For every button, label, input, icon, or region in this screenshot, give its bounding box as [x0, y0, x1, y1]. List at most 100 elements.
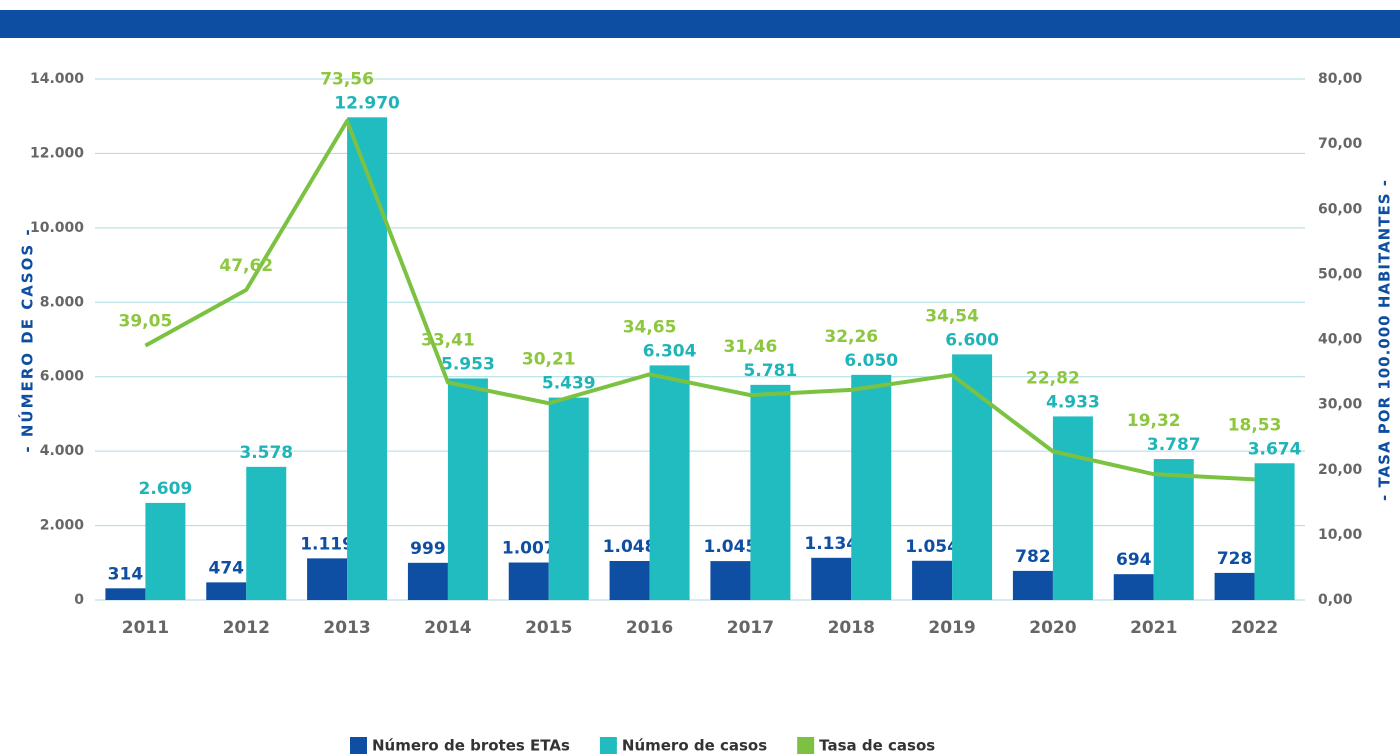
bar-value-label: 694 [1116, 550, 1152, 570]
bar [1153, 459, 1194, 600]
bar [447, 378, 488, 600]
bar [1214, 572, 1255, 600]
bar-value-label: 5.439 [542, 374, 596, 394]
line-value-label: 33,41 [421, 330, 475, 350]
y-axis-title: - NÚMERO DE CASOS - [18, 227, 37, 452]
line-value-label: 39,05 [119, 312, 173, 332]
bar-value-label: 5.953 [441, 354, 495, 374]
y2-tick-label: 50,00 [1318, 266, 1363, 282]
legend-swatch [797, 737, 815, 754]
bar [407, 562, 448, 600]
bar [145, 502, 186, 600]
bar [206, 582, 247, 600]
legend-label: Número de casos [622, 737, 767, 755]
legend-swatch [350, 737, 367, 754]
bar-value-label: 1.134 [804, 534, 858, 554]
bar-value-label: 12.970 [334, 93, 400, 113]
bar [851, 374, 892, 600]
x-tick-label: 2013 [323, 618, 370, 638]
bar-value-label: 4.933 [1046, 392, 1100, 412]
bar [347, 117, 388, 600]
y2-tick-label: 60,00 [1318, 201, 1363, 217]
line-value-label: 73,56 [320, 69, 374, 89]
y2-tick-label: 10,00 [1318, 527, 1363, 543]
line-value-label: 34,65 [623, 317, 677, 337]
line-value-label: 47,62 [219, 256, 273, 276]
x-tick-label: 2022 [1231, 618, 1278, 638]
line-value-label: 19,32 [1127, 411, 1181, 431]
legend-label: Número de brotes ETAs [372, 737, 570, 755]
x-tick-label: 2018 [828, 618, 875, 638]
y2-tick-label: 80,00 [1318, 71, 1363, 87]
bar [105, 588, 146, 600]
bar-value-label: 782 [1015, 547, 1051, 567]
x-tick-label: 2019 [928, 618, 975, 638]
bar [246, 466, 287, 600]
bar [1012, 570, 1053, 600]
bar-value-label: 1.054 [905, 537, 959, 557]
bar [710, 561, 751, 600]
bar-value-label: 2.609 [139, 479, 193, 499]
bar [952, 354, 993, 600]
y-tick-label: 4.000 [40, 443, 85, 459]
x-tick-label: 2012 [223, 618, 270, 638]
line-value-label: 18,53 [1228, 415, 1282, 435]
line-value-label: 32,26 [824, 327, 878, 347]
x-tick-label: 2020 [1029, 618, 1076, 638]
y-tick-label: 14.000 [30, 71, 84, 87]
y2-axis-title: - TASA POR 100.000 HABITANTES - [1376, 179, 1394, 501]
bar-value-label: 314 [108, 564, 144, 584]
line-value-label: 31,46 [724, 337, 778, 357]
bar-value-label: 6.304 [643, 341, 697, 361]
x-tick-label: 2021 [1130, 618, 1177, 638]
bar-value-label: 3.674 [1248, 439, 1302, 459]
bar [609, 560, 650, 600]
y2-tick-label: 30,00 [1318, 397, 1363, 413]
bar-value-label: 3.578 [239, 443, 293, 463]
bar-value-label: 474 [209, 558, 245, 578]
y2-tick-label: 0,00 [1318, 592, 1353, 608]
y-tick-label: 6.000 [40, 369, 85, 385]
bar-value-label: 6.600 [945, 330, 999, 350]
bar [548, 397, 589, 600]
y-tick-label: 8.000 [40, 294, 85, 310]
bar [912, 560, 953, 600]
bar [811, 557, 852, 600]
y-tick-label: 10.000 [30, 220, 84, 236]
bar-value-label: 1.048 [603, 537, 657, 557]
y2-tick-label: 40,00 [1318, 332, 1363, 348]
bar [1113, 574, 1154, 600]
bar [508, 562, 549, 600]
y-tick-label: 12.000 [30, 145, 84, 161]
bar [750, 384, 791, 600]
x-tick-label: 2017 [727, 618, 774, 638]
bar-value-label: 728 [1217, 549, 1253, 569]
bar-value-label: 999 [410, 539, 446, 559]
bar [1052, 416, 1093, 600]
y2-tick-label: 20,00 [1318, 462, 1363, 478]
bar [649, 365, 690, 600]
bar-value-label: 3.787 [1147, 435, 1201, 455]
line [144, 118, 1255, 482]
bar [1254, 463, 1295, 600]
bar-value-label: 1.007 [502, 539, 556, 559]
y-tick-label: 2.000 [40, 518, 85, 534]
bar-value-label: 1.119 [300, 534, 354, 554]
legend-swatch [599, 737, 617, 754]
y2-tick-label: 70,00 [1318, 136, 1363, 152]
x-tick-label: 2011 [122, 618, 169, 638]
line-value-label: 30,21 [522, 350, 576, 370]
header-band [0, 10, 1400, 38]
line-value-label: 22,82 [1026, 368, 1080, 388]
legend-label: Tasa de casos [819, 737, 935, 755]
bar [307, 558, 348, 600]
x-tick-label: 2014 [424, 618, 471, 638]
y-tick-label: 0 [74, 592, 84, 608]
bar-value-label: 5.781 [744, 361, 798, 381]
x-tick-label: 2015 [525, 618, 572, 638]
x-tick-label: 2016 [626, 618, 673, 638]
line-value-label: 34,54 [925, 306, 979, 326]
bar-value-label: 6.050 [844, 351, 898, 371]
bar-value-label: 1.045 [704, 537, 758, 557]
